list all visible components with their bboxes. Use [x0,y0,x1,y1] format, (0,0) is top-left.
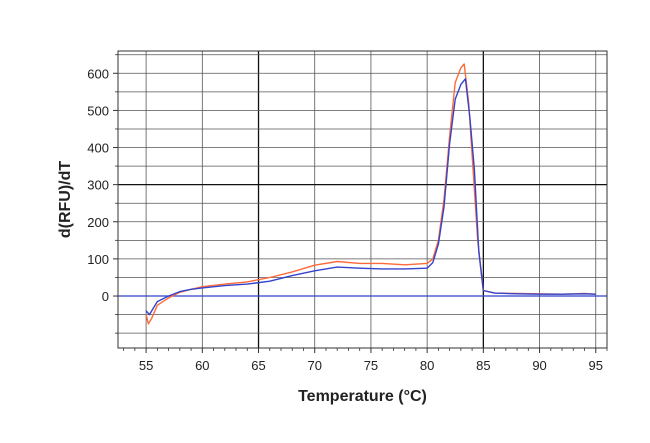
series-layer [145,63,596,325]
grid-layer [118,51,607,348]
x-tick-label: 95 [589,358,603,373]
x-tick-label: 85 [476,358,490,373]
x-tick-label: 55 [139,358,153,373]
y-tick-label: 0 [102,289,109,304]
y-tick-label: 400 [87,141,109,156]
x-tick-label: 80 [420,358,434,373]
y-tick-label: 600 [87,66,109,81]
y-tick-layer: 0 100 200 300 400 500 600 [87,54,118,334]
y-tick-label: 100 [87,252,109,267]
plot-frame [117,50,608,349]
x-axis-title: Temperature (°C) [298,388,427,405]
x-tick-layer: 55 60 65 70 75 80 85 90 95 [123,348,608,373]
x-tick-label: 70 [307,358,321,373]
y-tick-label: 500 [87,103,109,118]
series-line-2 [145,78,596,316]
y-tick-label: 200 [87,215,109,230]
x-tick-label: 90 [532,358,546,373]
x-tick-label: 65 [251,358,265,373]
y-axis-title: d(RFU)/dT [57,161,74,239]
y-tick-label: 300 [87,178,109,193]
x-tick-label: 75 [364,358,378,373]
x-tick-label: 60 [195,358,209,373]
